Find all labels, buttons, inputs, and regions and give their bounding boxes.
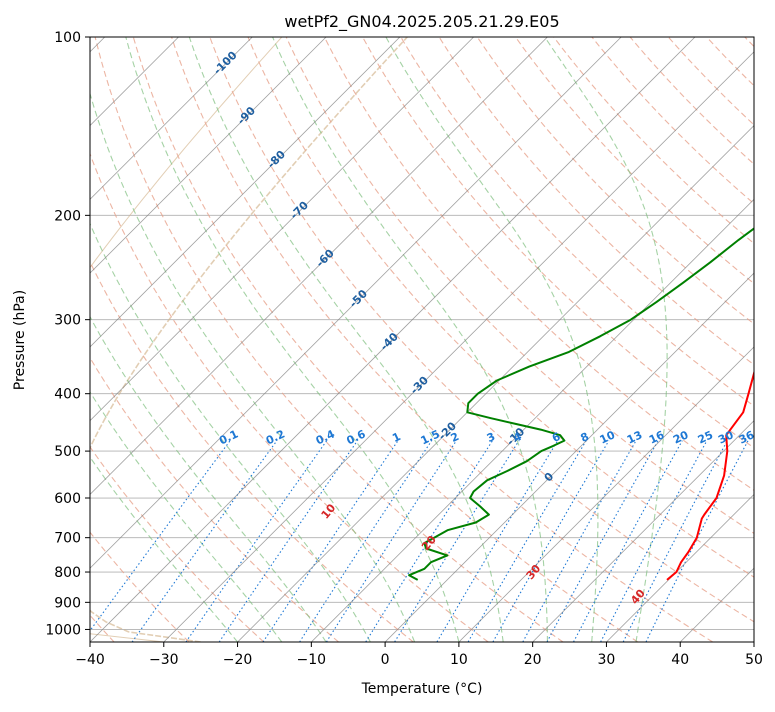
chart-title: wetPf2_GN04.2025.205.21.29.E05	[284, 12, 559, 32]
x-tick-label: −30	[149, 652, 179, 668]
y-tick-label: 700	[54, 531, 81, 547]
x-tick-label: 40	[671, 652, 689, 668]
x-axis-label: Temperature (°C)	[361, 681, 483, 697]
x-tick-label: 50	[745, 652, 763, 668]
x-tick-label: −40	[75, 652, 105, 668]
x-tick-label: 20	[524, 652, 542, 668]
x-tick-label: 30	[598, 652, 616, 668]
y-tick-label: 500	[54, 444, 81, 460]
y-tick-label: 800	[54, 565, 81, 581]
x-tick-label: −20	[223, 652, 253, 668]
y-tick-label: 900	[54, 595, 81, 611]
y-tick-label: 300	[54, 313, 81, 329]
y-tick-label: 400	[54, 387, 81, 403]
x-tick-label: 0	[381, 652, 390, 668]
y-tick-label: 1000	[45, 622, 81, 638]
x-tick-label: −10	[297, 652, 327, 668]
x-tick-label: 10	[450, 652, 468, 668]
y-axis-label: Pressure (hPa)	[12, 290, 28, 390]
y-tick-label: 600	[54, 491, 81, 507]
y-tick-label: 100	[54, 30, 81, 46]
y-tick-label: 200	[54, 208, 81, 224]
